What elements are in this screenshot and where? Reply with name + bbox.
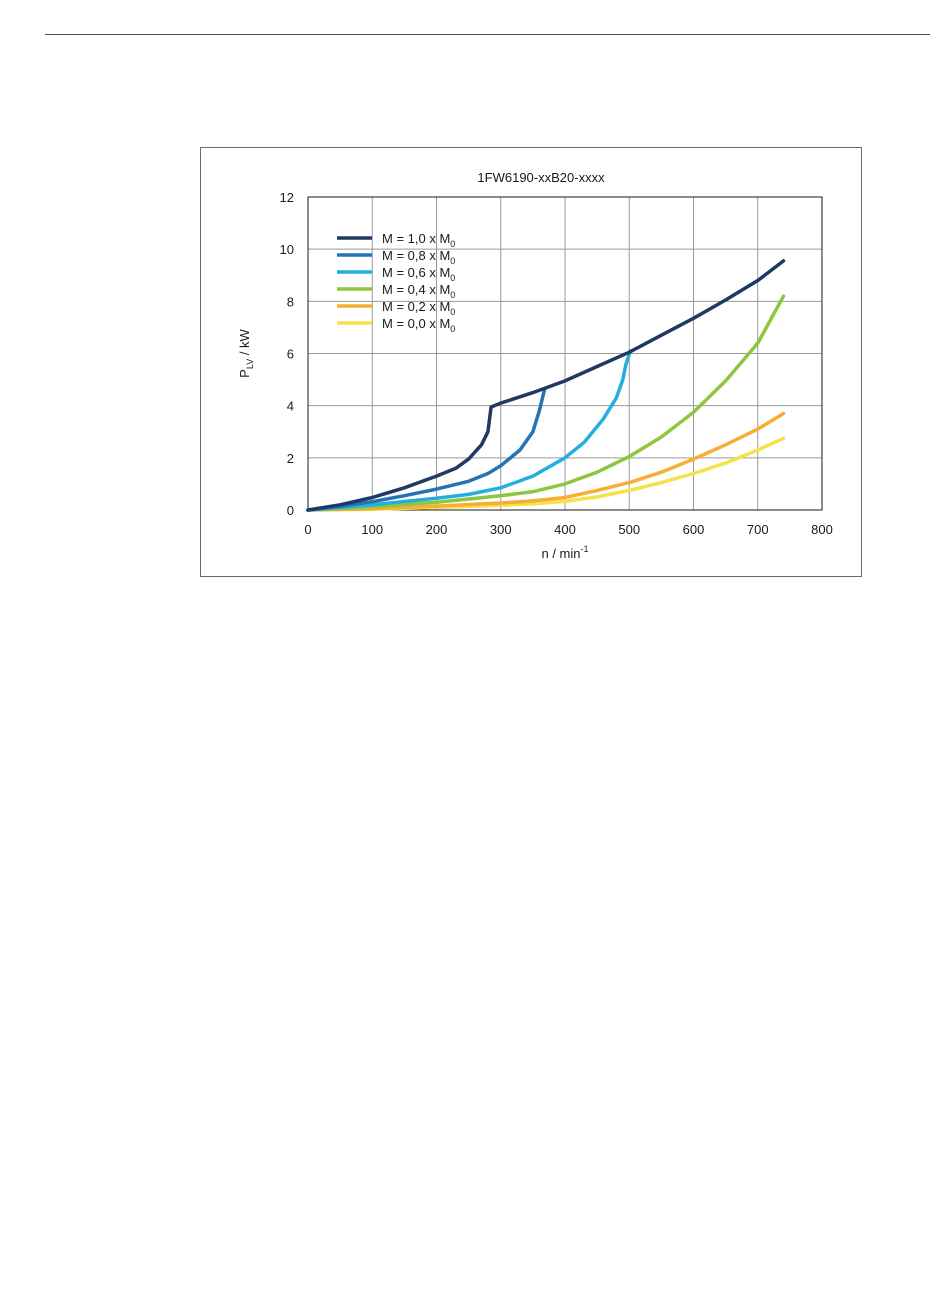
y-tick-label: 0 xyxy=(287,503,294,518)
x-tick-label: 100 xyxy=(361,522,383,537)
legend: M = 1,0 x M0M = 0,8 x M0M = 0,6 x M0M = … xyxy=(337,231,455,334)
x-tick-label: 500 xyxy=(618,522,640,537)
x-tick-label: 700 xyxy=(747,522,769,537)
series-line xyxy=(306,259,786,512)
legend-label: M = 0,2 x M0 xyxy=(382,299,455,317)
y-axis-label-sub: LV xyxy=(245,359,255,369)
legend-label: M = 0,8 x M0 xyxy=(382,248,455,266)
legend-label: M = 1,0 x M0 xyxy=(382,231,455,249)
y-axis-label: PLV / kW xyxy=(237,328,255,377)
power-loss-chart: 0 100 200 300 400 500 600 700 800 0 2 4 6 8 10 12 M = 1… xyxy=(237,170,833,561)
y-tick-label: 8 xyxy=(287,294,294,309)
legend-label: M = 0,0 x M0 xyxy=(382,316,455,334)
series-line xyxy=(306,388,547,512)
y-tick-label: 12 xyxy=(280,190,294,205)
series-line xyxy=(306,294,786,512)
x-tick-label: 0 xyxy=(304,522,311,537)
x-tick-label: 200 xyxy=(426,522,448,537)
x-tick-label: 300 xyxy=(490,522,512,537)
y-tick-label: 6 xyxy=(287,347,294,362)
series-lines xyxy=(306,259,786,512)
plot-area-border xyxy=(307,196,823,511)
legend-label: M = 0,4 x M0 xyxy=(382,282,455,300)
x-tick-label: 600 xyxy=(683,522,705,537)
x-axis-label: n / min-1 xyxy=(541,544,588,561)
tick-labels: 0 100 200 300 400 500 600 700 800 0 2 4 6 8 10 12 xyxy=(280,190,833,537)
series-line xyxy=(306,411,786,512)
y-axis-label-main: P xyxy=(237,369,252,378)
x-axis-label-sup: -1 xyxy=(581,544,589,554)
x-axis-label-main: n / min xyxy=(541,546,580,561)
y-tick-label: 2 xyxy=(287,451,294,466)
x-tick-label: 800 xyxy=(811,522,833,537)
chart-title: 1FW6190-xxB20-xxxx xyxy=(477,170,605,185)
y-tick-label: 10 xyxy=(280,242,294,257)
y-tick-label: 4 xyxy=(287,399,294,414)
y-axis-label-rest: / kW xyxy=(237,328,252,358)
header-rule xyxy=(45,34,930,35)
chart-frame: 0 100 200 300 400 500 600 700 800 0 2 4 6 8 10 12 M = 1… xyxy=(200,147,862,577)
series-line xyxy=(306,349,633,512)
legend-label: M = 0,6 x M0 xyxy=(382,265,455,283)
x-tick-label: 400 xyxy=(554,522,576,537)
